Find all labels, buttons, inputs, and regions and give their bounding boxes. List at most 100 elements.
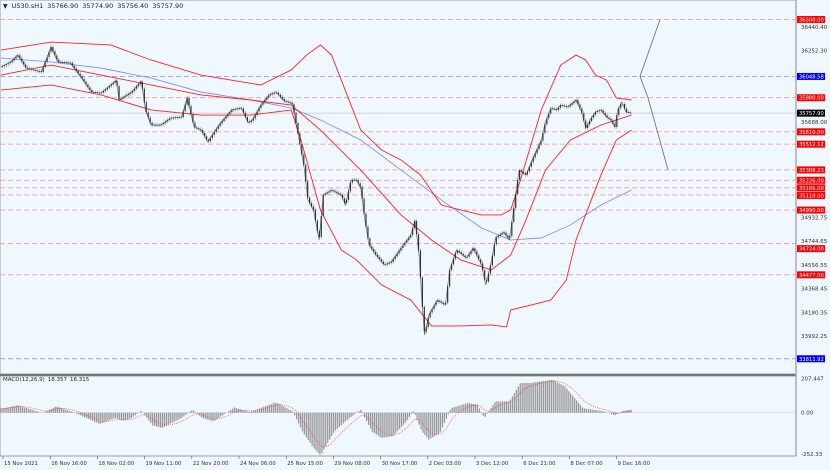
candle — [515, 194, 517, 209]
projection-arrow-down-2[interactable] — [647, 97, 669, 171]
macd-histogram-bar — [294, 412, 296, 416]
macd-histogram-bar — [239, 409, 241, 413]
candle — [499, 234, 501, 236]
price-label-box — [797, 15, 825, 23]
signal-value: 16.315 — [70, 377, 90, 383]
price-label-34724.00: 34724.00 — [799, 247, 824, 253]
macd-histogram-bar — [87, 412, 90, 419]
macd-histogram-bar — [251, 411, 253, 413]
macd-histogram-bar — [329, 412, 331, 440]
macd-histogram-bar — [255, 409, 257, 413]
price-tick-label: 34368.45 — [801, 287, 828, 293]
candle — [190, 106, 192, 115]
macd-histogram-bar — [605, 412, 607, 413]
candle — [135, 86, 138, 89]
collapse-triangle-icon[interactable]: ▼ — [3, 2, 8, 10]
macd-histogram-bar — [420, 412, 422, 430]
price-label-box — [797, 128, 825, 136]
candle — [102, 90, 105, 93]
macd-histogram-bar — [124, 412, 127, 420]
macd-histogram-bar — [10, 406, 12, 413]
macd-histogram-bar — [360, 409, 362, 413]
candle — [21, 58, 23, 62]
macd-histogram-bar — [570, 393, 572, 413]
macd-histogram-bar — [229, 410, 232, 413]
candle — [7, 63, 9, 65]
candle — [81, 76, 83, 79]
symbol-label: US30.sH1 — [11, 2, 44, 10]
candle — [544, 124, 546, 133]
price-label-33811.92: 33811.92 — [799, 357, 824, 363]
macd-histogram-bar — [144, 412, 146, 416]
candle — [134, 88, 136, 91]
macd-histogram-bar — [583, 408, 586, 413]
candle — [579, 104, 581, 109]
macd-histogram-bar — [406, 412, 409, 421]
macd-histogram-bar — [354, 412, 356, 415]
price-label-box — [797, 245, 825, 253]
candle — [120, 98, 122, 101]
macd-histogram-bar — [297, 412, 300, 424]
price-label-box — [797, 206, 825, 214]
macd-histogram-bar — [556, 382, 558, 413]
macd-histogram-bar — [552, 380, 554, 413]
bollinger-upper-line — [0, 41, 632, 216]
macd-histogram-bar — [235, 408, 237, 413]
macd-histogram-bar — [428, 412, 430, 440]
macd-histogram-bar — [397, 412, 399, 431]
candle — [268, 95, 270, 98]
macd-histogram-bar — [560, 384, 562, 413]
macd-histogram-bar — [280, 405, 282, 413]
macd-histogram-bar — [400, 412, 403, 427]
candle — [379, 256, 381, 260]
candle — [264, 100, 266, 103]
macd-histogram-bar — [579, 405, 582, 413]
candle — [248, 121, 250, 123]
time-tick-label: 24 Nov 06:00 — [240, 461, 276, 467]
macd-histogram-bar — [500, 401, 502, 413]
candle — [408, 237, 410, 241]
candle — [386, 263, 388, 265]
candle — [460, 252, 462, 254]
candle — [194, 122, 196, 128]
projection-arrow-up[interactable] — [639, 19, 661, 77]
candle — [324, 193, 326, 196]
candle — [398, 250, 400, 254]
candle — [361, 186, 363, 199]
candle — [182, 111, 184, 118]
macd-histogram-bar — [282, 406, 284, 413]
macd-histogram-bar — [58, 407, 61, 413]
bollinger-lower-line — [0, 84, 632, 328]
macd-histogram-bar — [134, 412, 136, 416]
candle — [526, 171, 528, 175]
candle — [439, 300, 441, 302]
macd-histogram-bar — [358, 411, 360, 413]
price-label-box — [797, 355, 825, 363]
candle — [587, 124, 589, 129]
candle — [309, 197, 311, 203]
macd-histogram-bar — [395, 412, 397, 434]
projection-arrow-down[interactable] — [639, 76, 649, 98]
macd-histogram-bar — [196, 412, 199, 414]
candle — [229, 111, 231, 115]
candle — [371, 246, 373, 250]
macd-histogram-bar — [15, 405, 18, 413]
candle — [336, 191, 338, 193]
macd-histogram-bar — [373, 412, 376, 434]
macd-histogram-bar — [626, 410, 628, 413]
macd-histogram-bar — [484, 412, 486, 417]
time-tick-label: 9 Dec 16:00 — [618, 461, 651, 467]
macd-histogram-bar — [165, 412, 167, 426]
macd-histogram-bar — [587, 408, 589, 413]
candle — [474, 248, 476, 252]
candle — [320, 216, 322, 237]
macd-histogram-bar — [97, 412, 99, 424]
macd-histogram-bar — [441, 412, 444, 428]
candle — [394, 256, 396, 260]
macd-histogram-bar — [167, 412, 169, 425]
macd-histogram-bar — [330, 412, 333, 437]
macd-histogram-bar — [216, 412, 218, 420]
candle — [130, 92, 132, 94]
candle — [421, 277, 423, 308]
